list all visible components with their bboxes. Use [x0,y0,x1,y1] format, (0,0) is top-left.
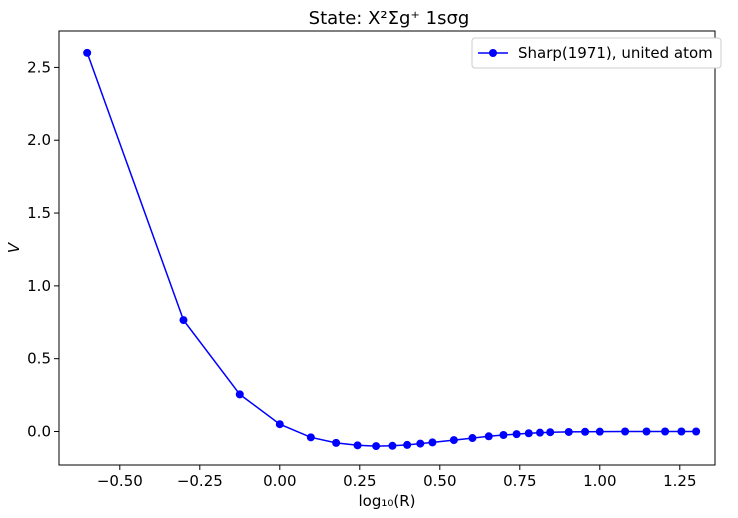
y-tick-label: 2.0 [27,131,51,149]
data-point [416,439,425,448]
y-tick-label: 1.5 [27,204,51,222]
x-tick-label: 0.25 [343,472,376,490]
x-tick-label: −0.50 [97,472,143,490]
data-point [428,438,437,447]
x-tick-label: 1.00 [583,472,616,490]
x-tick-label: 0.50 [423,472,456,490]
data-point [692,427,701,436]
data-point [306,433,315,442]
y-axis: 0.0 0.5 1.0 1.5 2.0 2.5 [27,58,59,441]
data-point [468,434,477,443]
plot-area [58,30,716,466]
y-tick-label: 2.5 [27,58,51,76]
series-line [86,52,697,447]
data-point [235,390,244,399]
data-point [372,442,381,451]
x-tick-label: 0.75 [503,472,536,490]
data-point [83,48,92,57]
x-tick-label: −0.25 [177,472,223,490]
data-point [512,430,521,439]
data-point [524,429,533,438]
legend: Sharp(1971), united atom [471,37,722,69]
data-point [388,441,397,450]
data-point [179,316,188,325]
data-point [353,441,362,450]
x-axis-label: log₁₀(R) [358,492,415,510]
data-point [564,427,573,436]
x-tick-label: 1.25 [663,472,696,490]
legend-box [471,37,722,69]
data-point [546,428,555,437]
data-point [677,427,686,436]
legend-marker [489,49,497,57]
data-point [449,436,458,445]
y-tick-label: 0.0 [27,423,51,441]
data-point [499,430,508,439]
data-point [595,427,604,436]
data-point [621,427,630,436]
y-tick-label: 0.5 [27,350,51,368]
chart-title: State: X²Σg⁺ 1sσg [309,8,470,29]
y-axis-label: V [5,241,23,253]
data-point [661,427,670,436]
data-point [535,428,544,437]
data-point [275,420,284,429]
series-group [83,48,701,451]
x-axis: −0.50 −0.25 0.00 0.25 0.50 0.75 1.00 1.25 [97,465,697,490]
x-tick-label: 0.00 [263,472,296,490]
data-point [403,440,412,449]
data-point [581,427,590,436]
data-point [642,427,651,436]
data-point [332,438,341,447]
legend-label: Sharp(1971), united atom [518,44,713,62]
y-tick-label: 1.0 [27,277,51,295]
data-point [484,432,493,441]
